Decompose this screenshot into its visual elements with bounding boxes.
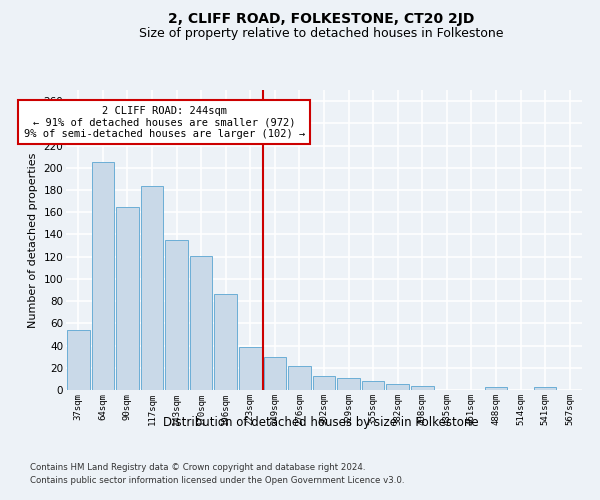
Bar (239, 346, 262, 390)
Text: Distribution of detached houses by size in Folkestone: Distribution of detached houses by size … (163, 416, 479, 429)
Bar (362, 381, 385, 390)
Text: Contains HM Land Registry data © Crown copyright and database right 2024.: Contains HM Land Registry data © Crown c… (30, 462, 365, 471)
Bar (92, 162, 114, 390)
Bar (214, 294, 237, 390)
Text: 2, CLIFF ROAD, FOLKESTONE, CT20 2JD: 2, CLIFF ROAD, FOLKESTONE, CT20 2JD (168, 12, 474, 26)
Bar (190, 256, 212, 390)
Text: Size of property relative to detached houses in Folkestone: Size of property relative to detached ho… (139, 28, 503, 40)
Bar (337, 378, 360, 390)
Text: 2 CLIFF ROAD: 244sqm
← 91% of detached houses are smaller (972)
9% of semi-detac: 2 CLIFF ROAD: 244sqm ← 91% of detached h… (23, 106, 305, 139)
Bar (411, 386, 434, 390)
Bar (67, 330, 89, 390)
Bar (140, 186, 163, 390)
Bar (386, 384, 409, 390)
Bar (165, 240, 188, 390)
Bar (485, 386, 508, 390)
Bar (288, 366, 311, 390)
Bar (116, 206, 139, 390)
Text: Contains public sector information licensed under the Open Government Licence v3: Contains public sector information licen… (30, 476, 404, 485)
Bar (534, 386, 556, 390)
Bar (263, 356, 286, 390)
Bar (313, 376, 335, 390)
Y-axis label: Number of detached properties: Number of detached properties (28, 152, 38, 328)
